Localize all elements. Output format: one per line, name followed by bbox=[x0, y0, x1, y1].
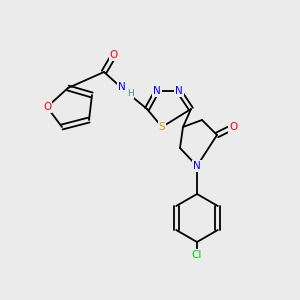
Text: Cl: Cl bbox=[192, 250, 202, 260]
Text: N: N bbox=[175, 86, 183, 96]
Text: O: O bbox=[43, 102, 51, 112]
Text: H: H bbox=[127, 89, 134, 98]
Text: N: N bbox=[193, 161, 201, 171]
Text: N: N bbox=[153, 86, 161, 96]
Text: S: S bbox=[159, 122, 165, 132]
Text: O: O bbox=[110, 50, 118, 60]
Text: O: O bbox=[229, 122, 237, 132]
Text: N: N bbox=[118, 82, 126, 92]
